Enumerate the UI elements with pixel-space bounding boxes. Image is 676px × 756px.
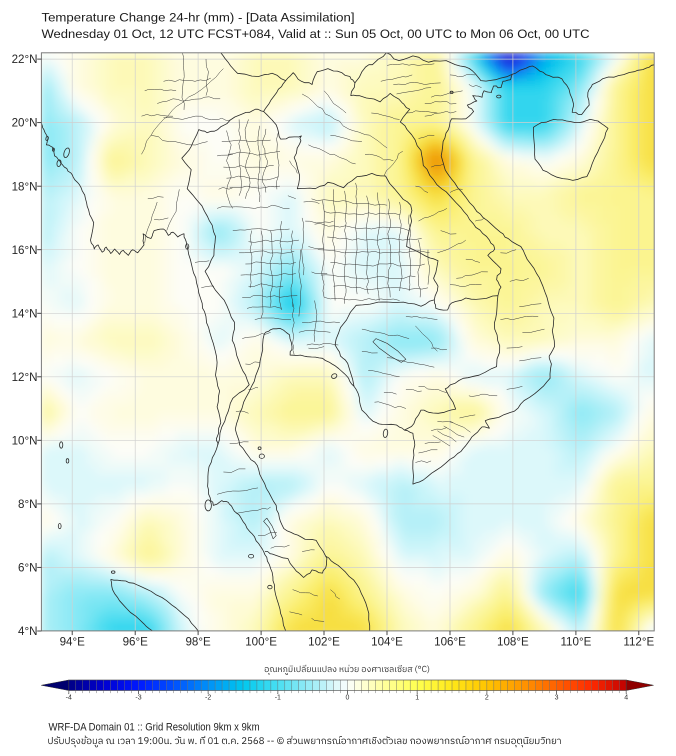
svg-text:14°N: 14°N <box>12 307 38 320</box>
svg-text:98°E: 98°E <box>185 636 211 649</box>
svg-text:108°E: 108°E <box>497 636 529 649</box>
svg-text:1: 1 <box>415 694 419 701</box>
svg-text:Wednesday 01 Oct, 12 UTC FCST+: Wednesday 01 Oct, 12 UTC FCST+084, Valid… <box>42 27 590 41</box>
svg-text:0: 0 <box>346 694 350 701</box>
svg-text:6°N: 6°N <box>18 562 37 575</box>
svg-text:20°N: 20°N <box>12 117 38 130</box>
svg-text:100°E: 100°E <box>245 636 277 649</box>
svg-text:3: 3 <box>555 694 559 701</box>
svg-text:Temperature Change 24-hr (mm): Temperature Change 24-hr (mm) - [Data As… <box>42 11 355 25</box>
svg-text:18°N: 18°N <box>12 180 38 193</box>
svg-text:22°N: 22°N <box>12 53 38 66</box>
svg-text:104°E: 104°E <box>371 636 403 649</box>
svg-text:110°E: 110°E <box>560 636 591 649</box>
svg-text:-2: -2 <box>205 694 211 701</box>
svg-text:8°N: 8°N <box>18 498 37 511</box>
svg-text:-1: -1 <box>275 694 281 701</box>
svg-text:96°E: 96°E <box>123 636 149 649</box>
svg-text:106°E: 106°E <box>434 636 466 649</box>
svg-text:12°N: 12°N <box>12 371 38 384</box>
svg-text:4: 4 <box>624 694 628 701</box>
svg-text:10°N: 10°N <box>12 434 38 447</box>
svg-text:-4: -4 <box>66 694 72 701</box>
svg-text:112°E: 112°E <box>623 636 654 649</box>
svg-text:16°N: 16°N <box>12 244 38 257</box>
svg-text:2: 2 <box>485 694 489 701</box>
svg-text:102°E: 102°E <box>308 636 340 649</box>
svg-text:-3: -3 <box>135 694 141 701</box>
svg-text:WRF-DA Domain 01 :: Grid Resol: WRF-DA Domain 01 :: Grid Resolution 9km … <box>49 721 260 733</box>
svg-text:4°N: 4°N <box>18 625 37 638</box>
svg-text:94°E: 94°E <box>60 636 86 649</box>
